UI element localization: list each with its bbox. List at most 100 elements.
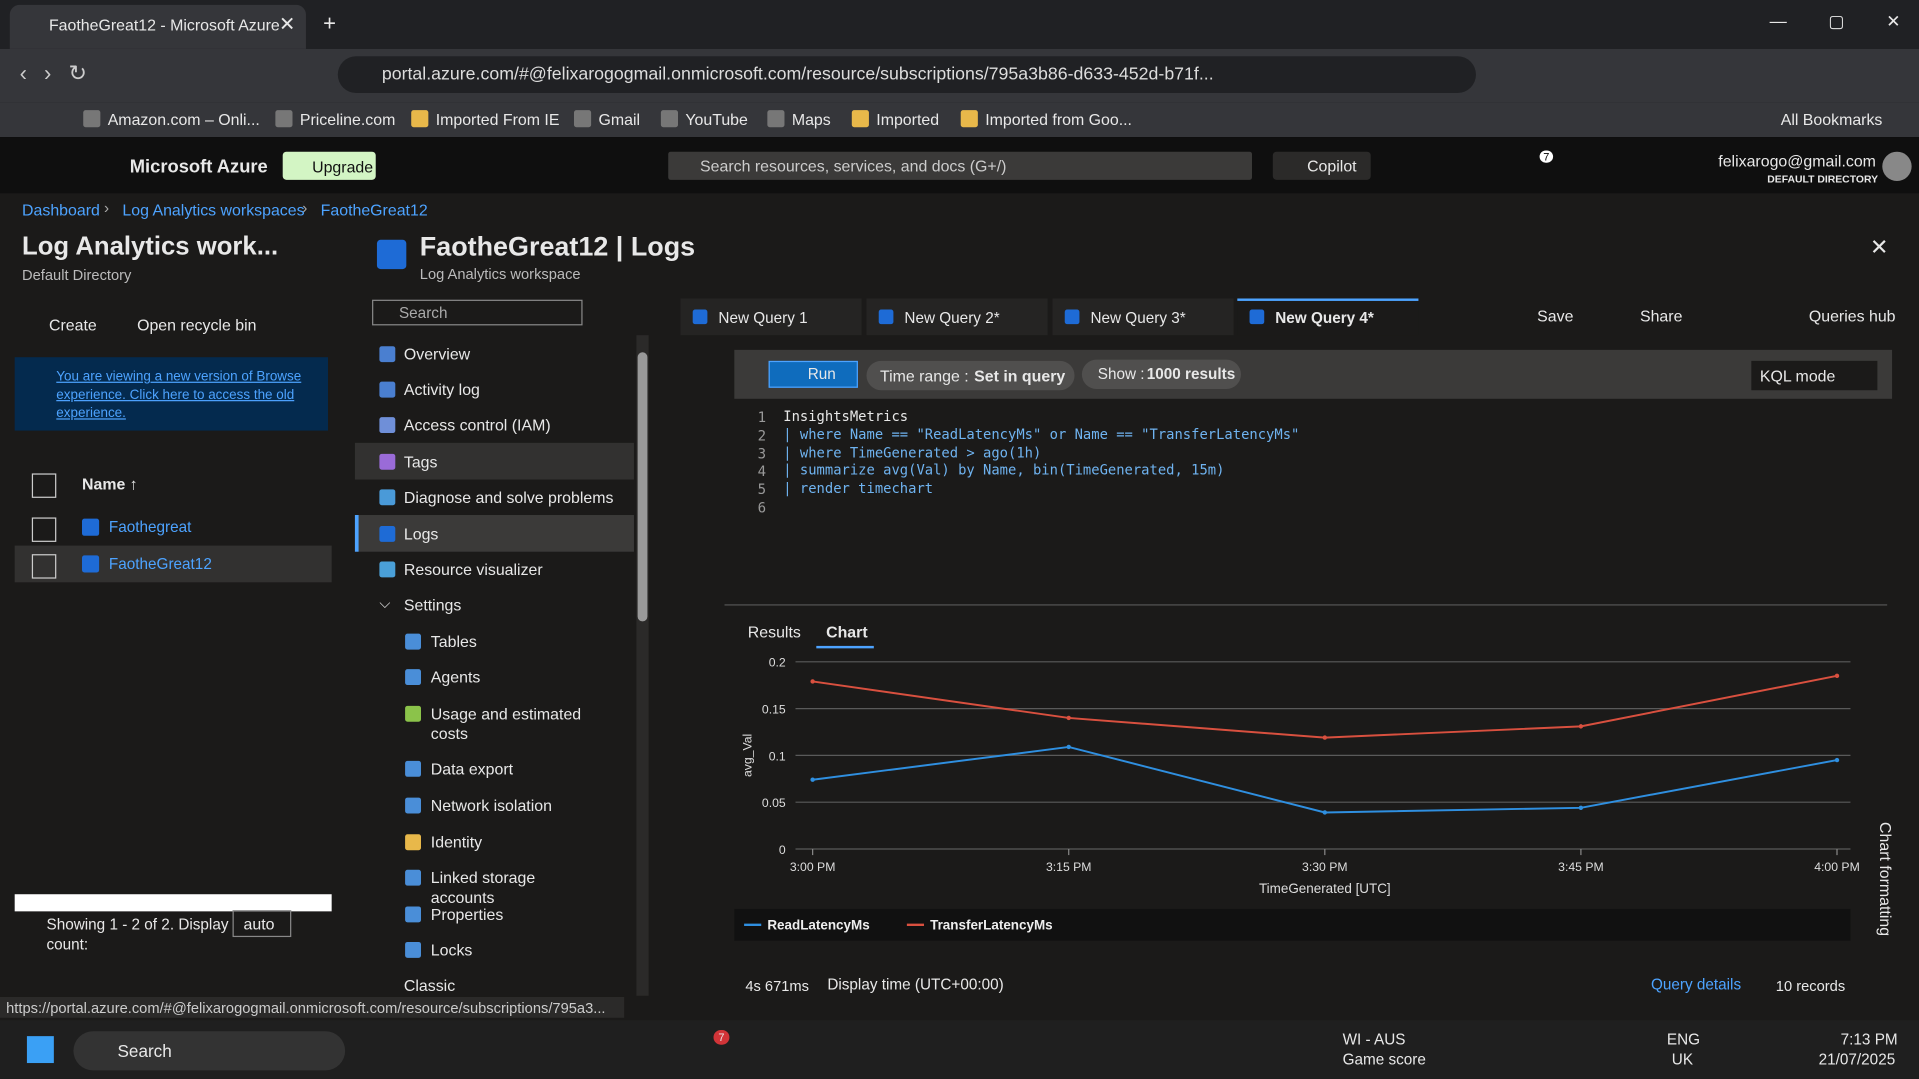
- menu-item[interactable]: Diagnose and solve problems: [404, 488, 614, 506]
- line-number: 4: [749, 463, 766, 480]
- series-line: [813, 676, 1837, 738]
- scrollbar[interactable]: [15, 894, 332, 911]
- line-number: 2: [749, 427, 766, 444]
- mode: KQL mode: [1760, 367, 1835, 385]
- menu-icon: [379, 454, 395, 470]
- checkbox[interactable]: [32, 517, 56, 541]
- menu-group[interactable]: Settings: [404, 596, 462, 614]
- lang[interactable]: ENG: [1667, 1031, 1700, 1048]
- menu-group[interactable]: Classic: [404, 976, 455, 994]
- count-select[interactable]: auto: [233, 910, 292, 937]
- notice[interactable]: You are viewing a new version of Browse …: [56, 368, 315, 423]
- legend-label: TransferLatencyMs: [930, 918, 1053, 933]
- point: [1067, 745, 1071, 749]
- menu-item[interactable]: Agents: [431, 668, 590, 688]
- duration: 4s 671ms: [745, 977, 809, 994]
- menu-item[interactable]: Overview: [404, 345, 470, 363]
- code-line[interactable]: | summarize avg(Val) by Name, bin(TimeGe…: [783, 463, 1224, 479]
- menu-item[interactable]: Data export: [431, 760, 590, 780]
- query-tab-label[interactable]: New Query 3*: [1090, 309, 1185, 326]
- close-blade[interactable]: ✕: [1870, 235, 1888, 261]
- nav-buttons[interactable]: ‹›↻: [20, 61, 105, 87]
- teams-badge: 7: [714, 1030, 730, 1045]
- all-bookmarks[interactable]: All Bookmarks: [1781, 110, 1883, 128]
- bookmark[interactable]: Priceline.com: [300, 110, 395, 128]
- breadcrumb-item[interactable]: FaotheGreat12: [321, 201, 428, 219]
- tab-close[interactable]: ✕: [279, 12, 295, 36]
- code-line[interactable]: | render timechart: [783, 481, 933, 497]
- upgrade-label: Upgrade: [312, 158, 373, 176]
- code-line[interactable]: InsightsMetrics: [783, 409, 908, 425]
- bookmark[interactable]: Imported: [876, 110, 939, 128]
- bookmark[interactable]: Imported from Goo...: [985, 110, 1132, 128]
- queries-hub[interactable]: Queries hub: [1809, 307, 1896, 325]
- taskbar-search-text: Search: [117, 1041, 171, 1061]
- display-time[interactable]: Display time (UTC+00:00): [827, 976, 1003, 993]
- breadcrumb-item[interactable]: Log Analytics workspaces: [122, 201, 304, 219]
- menu-item[interactable]: Resource visualizer: [404, 560, 543, 578]
- line-number: 6: [749, 499, 766, 516]
- splitter[interactable]: [725, 604, 1888, 605]
- menu-scroll-thumb[interactable]: [638, 352, 648, 621]
- code-line[interactable]: | where Name == "ReadLatencyMs" or Name …: [783, 427, 1299, 443]
- share[interactable]: Share: [1640, 307, 1682, 325]
- query-tab-label[interactable]: New Query 2*: [904, 309, 999, 326]
- menu-icon: [379, 417, 395, 433]
- menu-item[interactable]: Linked storage accounts: [431, 869, 590, 908]
- checkbox[interactable]: [32, 554, 56, 578]
- bookmark[interactable]: YouTube: [685, 110, 748, 128]
- clock[interactable]: 7:13 PM: [1841, 1031, 1898, 1048]
- bookmark-icon: [83, 110, 100, 127]
- new-tab[interactable]: +: [323, 11, 336, 37]
- create[interactable]: Create: [49, 316, 97, 334]
- menu-item[interactable]: Identity: [431, 833, 590, 853]
- show-count: 1000 results: [1147, 366, 1235, 383]
- x-tick-label: 4:00 PM: [1814, 860, 1860, 874]
- menu-item[interactable]: Access control (IAM): [404, 416, 551, 434]
- start[interactable]: [27, 1036, 54, 1063]
- bookmark[interactable]: Gmail: [598, 110, 640, 128]
- menu-item[interactable]: Tables: [431, 632, 590, 652]
- bookmark-icon: [852, 110, 869, 127]
- menu-item[interactable]: Locks: [431, 941, 590, 961]
- breadcrumb-item[interactable]: Dashboard: [22, 201, 100, 219]
- query-tab-label[interactable]: New Query 4*: [1275, 309, 1374, 326]
- bookmark[interactable]: Amazon.com – Onli...: [108, 110, 260, 128]
- brand[interactable]: Microsoft Azure: [130, 157, 268, 178]
- chevron: ⌵: [379, 595, 390, 613]
- query-tab-label[interactable]: New Query 1: [718, 309, 807, 326]
- menu-item[interactable]: Activity log: [404, 380, 480, 398]
- tab-underline: [816, 646, 874, 648]
- menu-icon: [405, 870, 421, 886]
- bookmark[interactable]: Imported From IE: [436, 110, 560, 128]
- checkbox[interactable]: [32, 473, 56, 497]
- window-controls[interactable]: —▢✕: [1770, 11, 1919, 32]
- workspace-link[interactable]: Faothegreat: [109, 519, 192, 536]
- menu-item[interactable]: Properties: [431, 905, 590, 925]
- user[interactable]: felixarogo@gmail.com: [1718, 152, 1876, 170]
- workspace-link[interactable]: FaotheGreat12: [109, 555, 212, 572]
- save[interactable]: Save: [1537, 307, 1573, 325]
- bookmark-icon: [411, 110, 428, 127]
- bookmark[interactable]: Maps: [792, 110, 831, 128]
- date: 21/07/2025: [1819, 1051, 1896, 1068]
- result-tab[interactable]: Chart: [826, 623, 868, 641]
- recycle-bin[interactable]: Open recycle bin: [137, 316, 256, 334]
- menu-icon: [379, 526, 395, 542]
- chart-formatting[interactable]: Chart formatting: [1876, 822, 1894, 936]
- selected-menu: [355, 515, 634, 552]
- result-tab[interactable]: Results: [748, 623, 801, 641]
- column-header[interactable]: Name ↑: [82, 475, 138, 493]
- code-line[interactable]: | where TimeGenerated > ago(1h): [783, 445, 1041, 461]
- game[interactable]: WI - AUS: [1343, 1031, 1406, 1048]
- taskbar-search[interactable]: [73, 1031, 345, 1070]
- menu-item[interactable]: Usage and estimated costs: [431, 705, 590, 744]
- menu-item[interactable]: Logs: [404, 525, 439, 543]
- menu-item[interactable]: Tags: [404, 453, 438, 471]
- browse-subtitle: Default Directory: [22, 267, 131, 284]
- avatar[interactable]: [1882, 152, 1911, 181]
- query-details[interactable]: Query details: [1651, 976, 1741, 993]
- line-number: 1: [749, 409, 766, 426]
- menu-item[interactable]: Network isolation: [431, 796, 590, 816]
- url: portal.azure.com/#@felixarogogmail.onmic…: [382, 65, 1214, 85]
